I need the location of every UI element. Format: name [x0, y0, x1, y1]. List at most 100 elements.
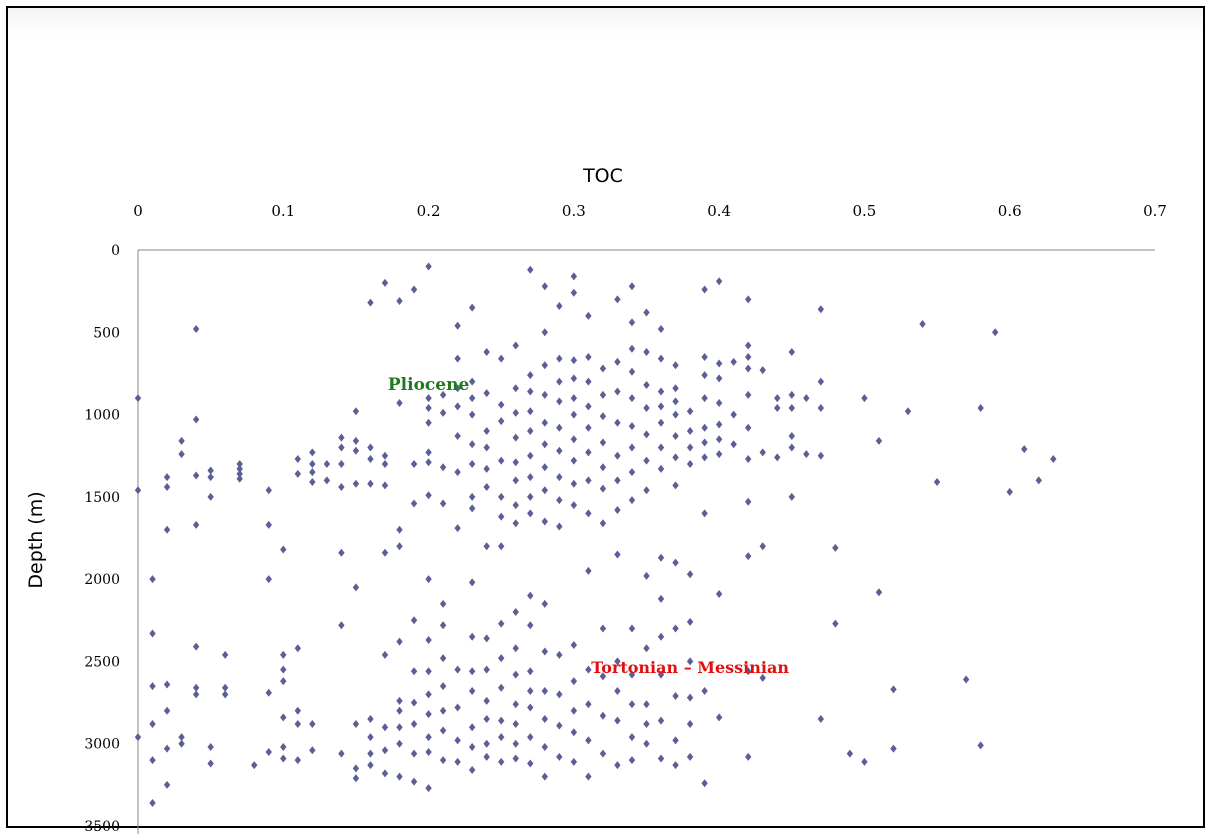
data-point	[483, 752, 490, 761]
data-point	[759, 366, 766, 375]
data-point	[309, 746, 316, 755]
data-point	[875, 436, 883, 445]
data-point	[599, 484, 607, 493]
data-point	[759, 542, 766, 551]
data-point	[570, 374, 578, 383]
data-point	[672, 397, 679, 406]
data-point	[701, 687, 708, 696]
data-point	[381, 746, 389, 755]
data-point	[468, 578, 476, 587]
data-point	[614, 687, 621, 696]
data-point	[570, 757, 578, 766]
data-point	[468, 459, 476, 468]
data-point	[715, 420, 723, 429]
data-point	[672, 431, 679, 440]
data-point	[439, 682, 447, 691]
data-point	[672, 453, 679, 462]
data-point	[338, 459, 345, 468]
data-point	[439, 390, 447, 399]
y-tick-label: 2000	[84, 572, 120, 588]
data-point	[512, 754, 519, 763]
data-point	[803, 394, 810, 403]
data-point	[1021, 445, 1028, 454]
data-point	[672, 558, 679, 567]
data-point	[178, 733, 185, 742]
data-point	[309, 448, 316, 457]
data-point	[817, 451, 825, 460]
data-point	[1050, 455, 1057, 464]
data-point	[367, 733, 374, 742]
data-point	[512, 408, 519, 417]
data-point	[309, 478, 316, 487]
data-point	[192, 520, 200, 529]
data-point	[1035, 476, 1042, 485]
data-point	[701, 352, 708, 361]
data-point	[643, 486, 650, 495]
data-point	[672, 410, 679, 419]
data-point	[498, 716, 505, 725]
data-point	[338, 621, 345, 630]
data-point	[541, 463, 548, 472]
data-point	[788, 492, 795, 501]
data-point	[730, 357, 737, 366]
data-point	[221, 690, 229, 699]
data-point	[207, 759, 214, 768]
data-point	[585, 566, 592, 575]
data-point	[425, 747, 432, 756]
data-point	[628, 344, 636, 353]
data-point	[352, 719, 360, 728]
data-point	[381, 723, 389, 732]
data-point	[556, 446, 563, 455]
data-point	[715, 359, 723, 368]
x-tick-label: 0.1	[271, 202, 295, 220]
data-point	[527, 667, 534, 676]
data-point	[207, 466, 214, 475]
data-point	[730, 440, 737, 449]
data-point	[396, 772, 403, 781]
data-point	[614, 657, 621, 666]
data-point	[192, 690, 200, 699]
data-point	[280, 665, 287, 674]
data-point	[556, 752, 563, 761]
data-point	[512, 384, 519, 393]
data-point	[425, 710, 432, 719]
data-point	[425, 733, 432, 742]
data-point	[599, 711, 607, 720]
data-point	[498, 757, 505, 766]
data-point	[570, 501, 578, 510]
data-point	[672, 384, 679, 393]
data-point	[628, 468, 636, 477]
data-point	[280, 743, 287, 752]
data-point	[149, 719, 156, 728]
data-point	[483, 634, 490, 643]
data-point	[498, 654, 505, 663]
data-point	[527, 621, 534, 630]
data-point	[599, 390, 607, 399]
data-point	[628, 496, 636, 505]
data-point	[701, 779, 708, 788]
data-point	[280, 677, 287, 686]
data-point	[570, 410, 578, 419]
data-point	[745, 455, 752, 464]
data-point	[163, 473, 171, 482]
data-point	[439, 408, 447, 417]
y-tick-label: 3000	[84, 737, 120, 753]
data-point	[149, 575, 156, 584]
data-point	[381, 650, 389, 659]
data-point	[745, 752, 752, 761]
data-point	[570, 394, 578, 403]
data-point	[163, 780, 171, 789]
data-point	[468, 394, 476, 403]
x-tick-label: 0.2	[417, 202, 441, 220]
data-point	[614, 357, 621, 366]
data-point	[396, 706, 403, 715]
data-point	[512, 739, 519, 748]
data-point	[541, 599, 548, 608]
data-point	[352, 446, 360, 455]
data-point	[280, 713, 287, 722]
y-tick-labels: 0 500 1000 1500 2000 2500 3000 3500	[84, 243, 120, 834]
data-point	[454, 402, 461, 411]
data-point	[745, 667, 752, 676]
data-point	[628, 624, 636, 633]
data-point	[614, 550, 621, 559]
